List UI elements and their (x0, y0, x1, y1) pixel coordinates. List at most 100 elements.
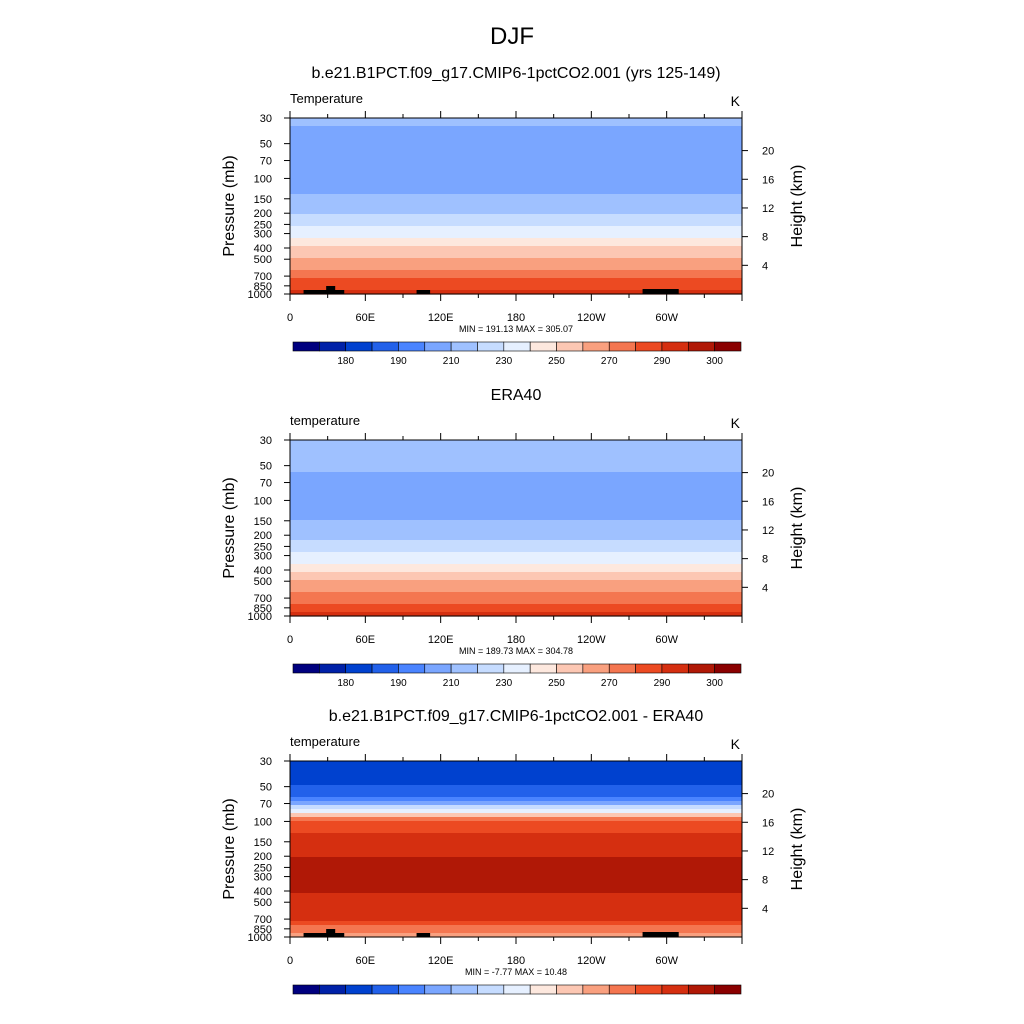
y-tick-label: 500 (254, 576, 272, 588)
colorbar-label: 190 (390, 356, 407, 367)
contour-band (290, 508, 742, 513)
y-tick-label: 700 (254, 593, 272, 605)
colorbar-box (687, 663, 715, 674)
contour-band (290, 154, 742, 159)
contour-band (290, 869, 742, 874)
y-tick-label: 50 (260, 461, 272, 473)
y-tick-label: 100 (254, 816, 272, 828)
y-tick-label: 100 (254, 495, 272, 507)
y-right-axis-label: Height (km) (789, 808, 806, 891)
y-right-tick-label: 12 (762, 846, 774, 858)
contour-band (290, 290, 742, 295)
colorbar (292, 984, 742, 995)
y-tick-label: 700 (254, 271, 272, 283)
contour-band (290, 781, 742, 786)
contour-band (290, 162, 742, 167)
contour-band (290, 825, 742, 830)
colorbar-box (661, 663, 689, 674)
contour-band (290, 246, 742, 251)
colorbar: 180 190 210 230 250 270 290 300 (292, 341, 742, 367)
contour-band (290, 540, 742, 545)
panel-title: b.e21.B1PCT.f09_g17.CMIP6-1pctCO2.001 (y… (311, 65, 720, 82)
colorbar-box (398, 984, 426, 995)
contour-band (290, 592, 742, 597)
contour-band (290, 572, 742, 577)
contour-band (290, 226, 742, 231)
contour-band (290, 857, 742, 862)
x-axis: 0 60E 120E 180 120W 60W (287, 433, 743, 646)
x-axis: 0 60E 120E 180 120W 60W (287, 111, 743, 324)
contour-band (290, 134, 742, 139)
colorbar-box (319, 341, 347, 352)
colorbar-box (503, 663, 531, 674)
contour-band (290, 865, 742, 870)
contour-band (290, 130, 742, 135)
y-tick-label: 150 (254, 516, 272, 528)
terrain-mask (303, 929, 679, 937)
colorbar-box (477, 663, 505, 674)
contour-band (290, 817, 742, 822)
colorbar-box (635, 984, 663, 995)
colorbar-box (319, 663, 347, 674)
x-tick-label: 180 (507, 312, 525, 324)
contour-band (290, 801, 742, 806)
y-right-tick-label: 16 (762, 817, 774, 829)
colorbar-label: 190 (390, 678, 407, 689)
contour-band (290, 873, 742, 878)
y-tick-label: 400 (254, 565, 272, 577)
contour-band (290, 913, 742, 918)
contour-band (290, 528, 742, 533)
x-tick-label: 60W (655, 634, 678, 646)
colorbar-box (556, 984, 584, 995)
contour-band (290, 933, 742, 938)
contour-band (290, 122, 742, 127)
contour-band (290, 262, 742, 267)
y-axis-label: Pressure (mb) (221, 798, 238, 899)
contour-band (290, 126, 742, 131)
terrain-block (642, 289, 679, 294)
colorbar-label: 230 (495, 678, 512, 689)
colorbar-box (371, 341, 399, 352)
terrain-block (416, 933, 431, 937)
contour-band (290, 282, 742, 287)
x-tick-label: 60W (655, 955, 678, 967)
y-right-tick-label: 20 (762, 789, 774, 801)
contour-band (290, 266, 742, 271)
contour-band (290, 480, 742, 485)
colorbar-box (582, 663, 610, 674)
contour-band (290, 158, 742, 163)
contour-band (290, 929, 742, 934)
chart-panel-3: b.e21.B1PCT.f09_g17.CMIP6-1pctCO2.001 - … (221, 708, 806, 995)
contour-band (290, 544, 742, 549)
contour-band (290, 773, 742, 778)
stats-text: MIN = -7.77 MAX = 10.48 (465, 967, 567, 977)
contour-band (290, 488, 742, 493)
y-right-tick-label: 20 (762, 146, 774, 158)
contour-band (290, 182, 742, 187)
colorbar-box (503, 984, 531, 995)
y-right-tick-label: 16 (762, 496, 774, 508)
contour-band (290, 560, 742, 565)
contour-band (290, 496, 742, 501)
y-tick-label: 250 (254, 541, 272, 553)
y-tick-label: 850 (254, 924, 272, 936)
contour-band (290, 536, 742, 541)
y-tick-label: 400 (254, 886, 272, 898)
contour-band (290, 568, 742, 573)
contour-band (290, 206, 742, 211)
colorbar-box (292, 663, 320, 674)
y-tick-label: 300 (254, 551, 272, 563)
contour-band (290, 464, 742, 469)
contour-band (290, 460, 742, 465)
contour-band (290, 476, 742, 481)
contour-band (290, 250, 742, 255)
colorbar-box (450, 341, 478, 352)
y-tick-label: 500 (254, 254, 272, 266)
panel-title: ERA40 (491, 387, 542, 404)
contour-band (290, 841, 742, 846)
colorbar-box (556, 341, 584, 352)
colorbar-box (608, 341, 636, 352)
colorbar-box (424, 341, 452, 352)
chart-panel-1: b.e21.B1PCT.f09_g17.CMIP6-1pctCO2.001 (y… (221, 65, 806, 367)
